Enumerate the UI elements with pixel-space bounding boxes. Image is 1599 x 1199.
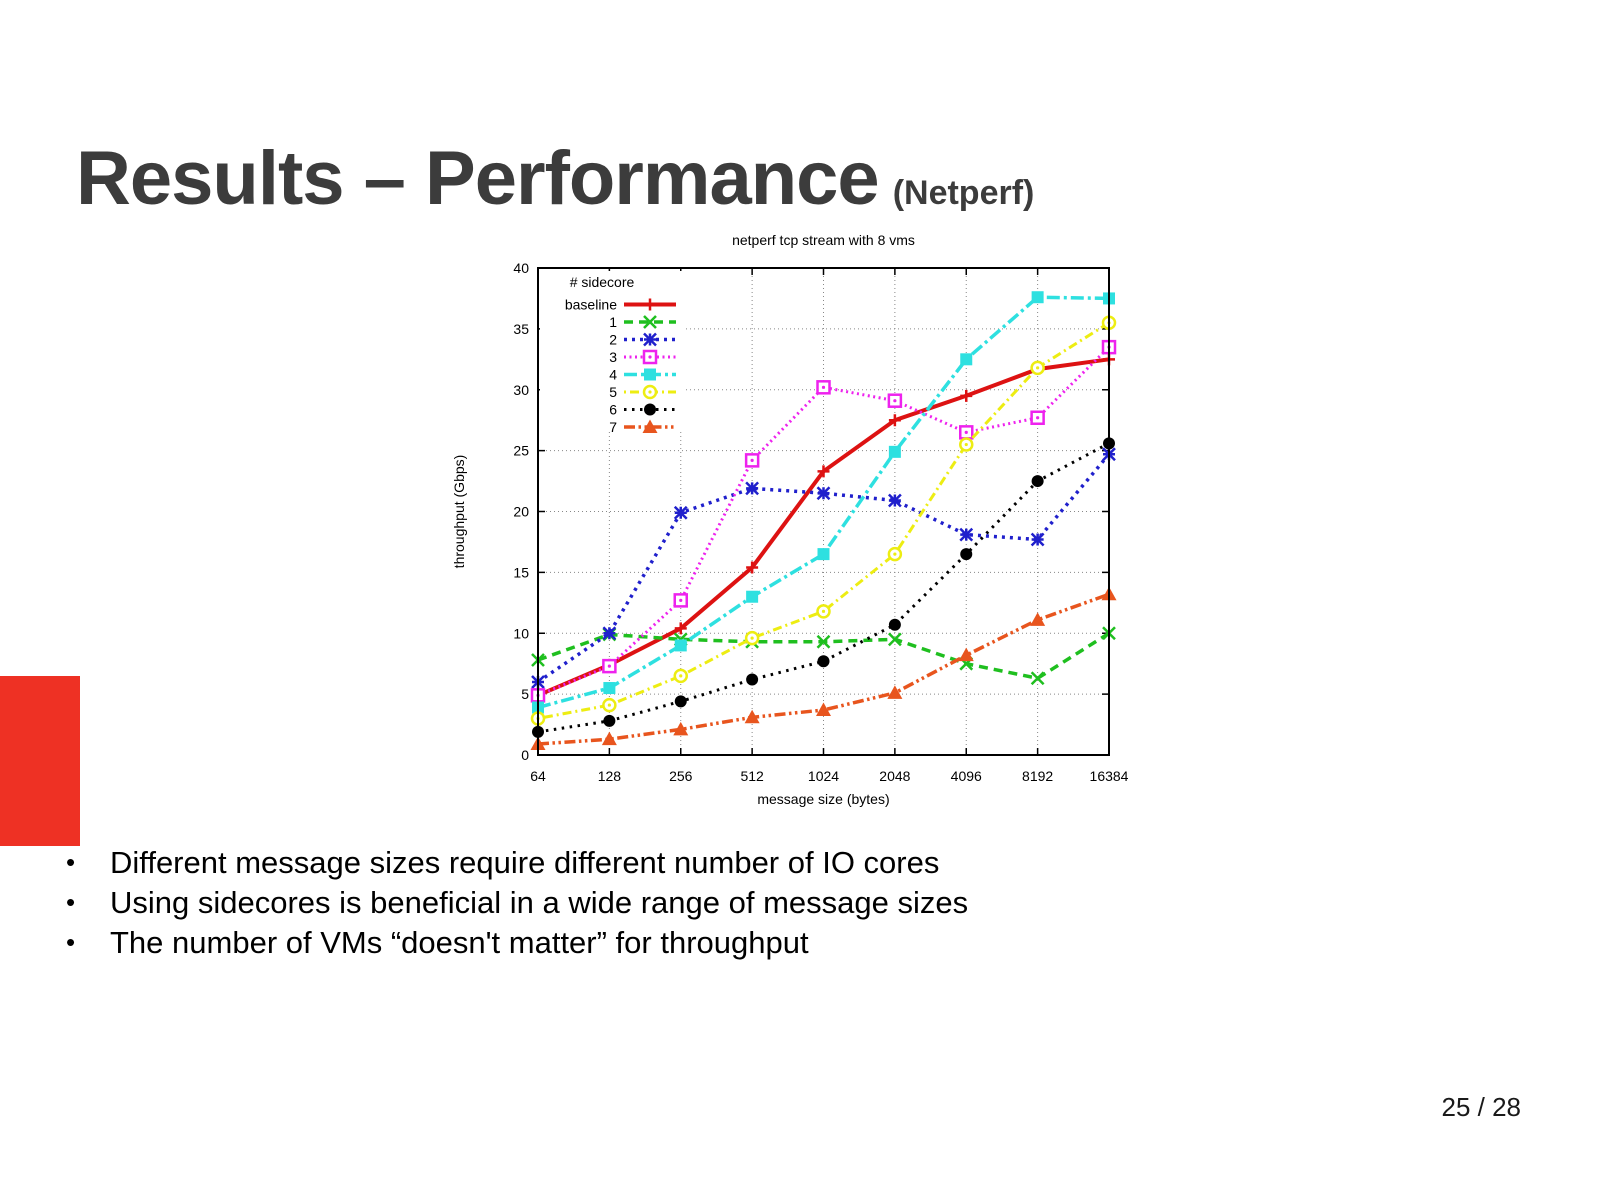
y-tick-label: 30 [513,382,529,398]
y-tick-label: 5 [521,686,529,702]
page-number: 25 / 28 [1441,1092,1521,1122]
bullet-text: Using sidecores is beneficial in a wide … [110,885,969,920]
x-tick-label: 16384 [1090,768,1129,784]
bullet-dot-icon: • [66,927,76,957]
y-tick-label: 0 [521,747,529,763]
y-tick-label: 20 [513,504,529,520]
slide-title: Results – Performance (Netperf) [76,135,1034,222]
x-tick-label: 1024 [808,768,839,784]
slide-title-sub: (Netperf) [892,173,1035,212]
bullet-text: Different message sizes require differen… [110,845,940,880]
legend-label-1: 1 [609,314,617,330]
legend-label-5: 5 [609,384,617,400]
x-axis-label: message size (bytes) [757,791,889,807]
x-tick-label: 2048 [879,768,910,784]
plot-border [537,267,1110,756]
y-axis-label: throughput (Gbps) [451,455,467,569]
bullet-list: • Different message sizes require differe… [58,843,968,963]
legend-label-4: 4 [609,367,617,383]
y-tick-label: 25 [513,443,529,459]
netperf-throughput-chart: 0 5 10 15 20 25 30 35 40 64 128 256 512 1024 2048 4096 8… [440,225,1140,810]
y-tick-label: 35 [513,321,529,337]
x-tick-label: 4096 [951,768,982,784]
legend-label-7: 7 [609,419,617,435]
series-line-4 [537,295,1110,710]
bullet-text: The number of VMs “doesn't matter” for t… [110,925,809,960]
legend-label-baseline: baseline [565,297,617,313]
x-tick-label: 256 [669,768,693,784]
chart-title: netperf tcp stream with 8 vms [732,232,915,248]
series-line-6 [537,441,1110,734]
slide-title-main: Results – Performance [76,135,880,221]
legend-label-3: 3 [609,349,617,365]
y-tick-label: 15 [513,564,529,580]
legend-box [540,271,686,431]
legend-title: # sidecore [570,274,635,290]
bullet-dot-icon: • [66,887,76,917]
x-tick-label: 512 [740,768,764,784]
legend-label-2: 2 [609,332,617,348]
y-tick-label: 10 [513,625,529,641]
x-tick-label: 64 [530,768,546,784]
bullet-dot-icon: • [66,847,76,877]
series-line-5 [537,321,1110,720]
bullet-item: • Using sidecores is beneficial in a wide… [58,883,968,923]
bullet-item: • Different message sizes require differe… [58,843,968,883]
x-tick-label: 8192 [1022,768,1053,784]
bullet-item: • The number of VMs “doesn't matter” for … [58,923,968,963]
y-tick-label: 40 [513,260,529,276]
series-line-3 [537,346,1111,697]
x-tick-label: 128 [598,768,622,784]
red-accent-block [0,676,80,846]
legend-label-6: 6 [609,402,617,418]
